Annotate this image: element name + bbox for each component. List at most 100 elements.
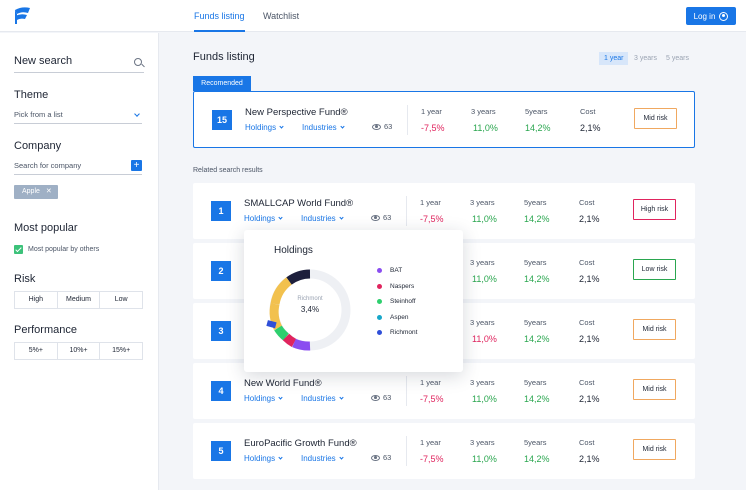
legend-dot	[377, 330, 382, 335]
industries-label: Industries	[301, 214, 336, 223]
fund-name[interactable]: New World Fund®	[244, 378, 322, 389]
stat-label-3-years: 3 years	[470, 198, 495, 207]
company-chip-apple[interactable]: Apple ✕	[14, 185, 58, 199]
performance-10-button[interactable]: 10%+	[58, 343, 101, 359]
holdings-legend: BAT Naspers Steinhoff Aspen Richmont	[377, 267, 417, 345]
stat-label-cost: Cost	[579, 318, 595, 327]
donut-segment-red	[282, 333, 297, 347]
stat-value-1-year: -7,5%	[420, 454, 444, 464]
legend-item[interactable]: Naspers	[377, 283, 417, 299]
performance-5-button[interactable]: 5%+	[15, 343, 58, 359]
fund-card[interactable]: 1 SMALLCAP World Fund® Holdings Industri…	[193, 183, 695, 239]
risk-high-button[interactable]: High	[15, 292, 58, 308]
risk-low-button[interactable]: Low	[114, 296, 128, 303]
industries-dropdown[interactable]: Industries	[301, 394, 344, 403]
divider	[406, 376, 407, 406]
views-count: 63	[371, 453, 391, 462]
risk-badge[interactable]: Mid risk	[633, 319, 676, 340]
stat-value-5-years: 14,2%	[524, 214, 550, 224]
holdings-dropdown[interactable]: Holdings	[244, 214, 283, 223]
performance-15-button[interactable]: 15%+	[112, 347, 131, 354]
tab-watchlist[interactable]: Watchlist	[263, 11, 300, 21]
period-1-year[interactable]: 1 year	[599, 52, 629, 65]
holdings-dropdown[interactable]: Holdings	[244, 454, 283, 463]
chevron-down-icon	[278, 395, 283, 400]
fund-name[interactable]: SMALLCAP World Fund®	[244, 198, 354, 209]
stat-value-3-years: 11,0%	[472, 274, 497, 284]
divider	[406, 436, 407, 466]
legend-item[interactable]: Steinhoff	[377, 298, 417, 314]
tab-funds-listing[interactable]: Funds listing	[194, 0, 245, 32]
new-search-label: New search	[14, 55, 73, 67]
industries-dropdown[interactable]: Industries	[301, 454, 344, 463]
industries-dropdown[interactable]: Industries	[302, 123, 345, 132]
stat-label-cost: Cost	[579, 378, 595, 387]
close-icon[interactable]: ✕	[45, 188, 52, 195]
donut-segment-dark	[286, 269, 311, 285]
donut-center-label: Richmont	[297, 296, 323, 302]
stat-value-5-years: 14,2%	[524, 334, 550, 344]
risk-badge[interactable]: Mid risk	[634, 108, 677, 129]
industries-dropdown[interactable]: Industries	[301, 214, 344, 223]
period-5-years[interactable]: 5 years	[666, 55, 689, 62]
period-3-years[interactable]: 3 years	[634, 55, 657, 62]
views-count: 63	[371, 213, 391, 222]
divider	[406, 196, 407, 226]
related-results-title: Related search results	[193, 167, 263, 174]
theme-title: Theme	[14, 89, 49, 101]
search-icon[interactable]	[134, 58, 142, 66]
stat-value-cost: 2,1%	[579, 274, 600, 284]
industries-label: Industries	[302, 123, 337, 132]
fund-name[interactable]: New Perspective Fund®	[245, 107, 348, 118]
recommended-fund-card[interactable]: 15 New Perspective Fund® Holdings Indust…	[193, 91, 695, 148]
risk-badge[interactable]: Low risk	[633, 259, 676, 280]
legend-item[interactable]: Richmont	[377, 329, 417, 345]
stat-value-cost: 2,1%	[580, 123, 601, 133]
risk-badge[interactable]: Mid risk	[633, 379, 676, 400]
company-search-input[interactable]: Search for company +	[14, 160, 142, 175]
stat-value-3-years: 11,0%	[473, 123, 498, 133]
legend-dot	[377, 268, 382, 273]
most-popular-checkbox-row[interactable]: Most popular by others	[14, 245, 99, 254]
legend-label: Aspen	[390, 313, 409, 321]
stat-label-3-years: 3 years	[471, 107, 496, 116]
legend-item[interactable]: Aspen	[377, 314, 417, 330]
app-logo-icon[interactable]	[12, 6, 32, 26]
holdings-dropdown[interactable]: Holdings	[245, 123, 284, 132]
chevron-down-icon	[339, 395, 344, 400]
holdings-donut-chart	[266, 269, 351, 351]
eye-icon	[371, 214, 380, 221]
stat-value-5-years: 14,2%	[524, 394, 550, 404]
login-button[interactable]: Log in	[686, 7, 736, 25]
risk-badge[interactable]: Mid risk	[633, 439, 676, 460]
fund-number: 5	[211, 441, 231, 461]
risk-medium-button[interactable]: Medium	[58, 292, 101, 308]
risk-badge[interactable]: High risk	[633, 199, 676, 220]
chevron-down-icon	[134, 111, 140, 117]
stat-value-cost: 2,1%	[579, 454, 600, 464]
chevron-down-icon	[339, 455, 344, 460]
stat-label-3-years: 3 years	[470, 318, 495, 327]
fund-name[interactable]: EuroPacific Growth Fund®	[244, 438, 357, 449]
most-popular-checkbox[interactable]	[14, 245, 23, 254]
fund-card[interactable]: 5 EuroPacific Growth Fund® Holdings Indu…	[193, 423, 695, 479]
holdings-dropdown[interactable]: Holdings	[244, 394, 283, 403]
eye-icon	[372, 123, 381, 130]
performance-title: Performance	[14, 324, 77, 336]
fund-number: 3	[211, 321, 231, 341]
donut-segment-yellow	[270, 277, 292, 305]
fund-card[interactable]: 4 New World Fund® Holdings Industries 63…	[193, 363, 695, 419]
legend-item[interactable]: BAT	[377, 267, 417, 283]
stat-label-3-years: 3 years	[470, 378, 495, 387]
stat-label-5-years: 5years	[524, 198, 547, 207]
theme-select[interactable]: Pick from a list	[14, 110, 142, 124]
donut-segment-green	[274, 325, 289, 341]
divider	[407, 105, 408, 135]
most-popular-title: Most popular	[14, 222, 78, 234]
recommended-label: Recomended	[193, 76, 251, 91]
add-company-button[interactable]: +	[131, 160, 142, 171]
popup-title: Holdings	[274, 245, 313, 256]
stat-value-1-year: -7,5%	[420, 214, 444, 224]
fund-number: 2	[211, 261, 231, 281]
new-search-input[interactable]: New search	[14, 55, 144, 73]
